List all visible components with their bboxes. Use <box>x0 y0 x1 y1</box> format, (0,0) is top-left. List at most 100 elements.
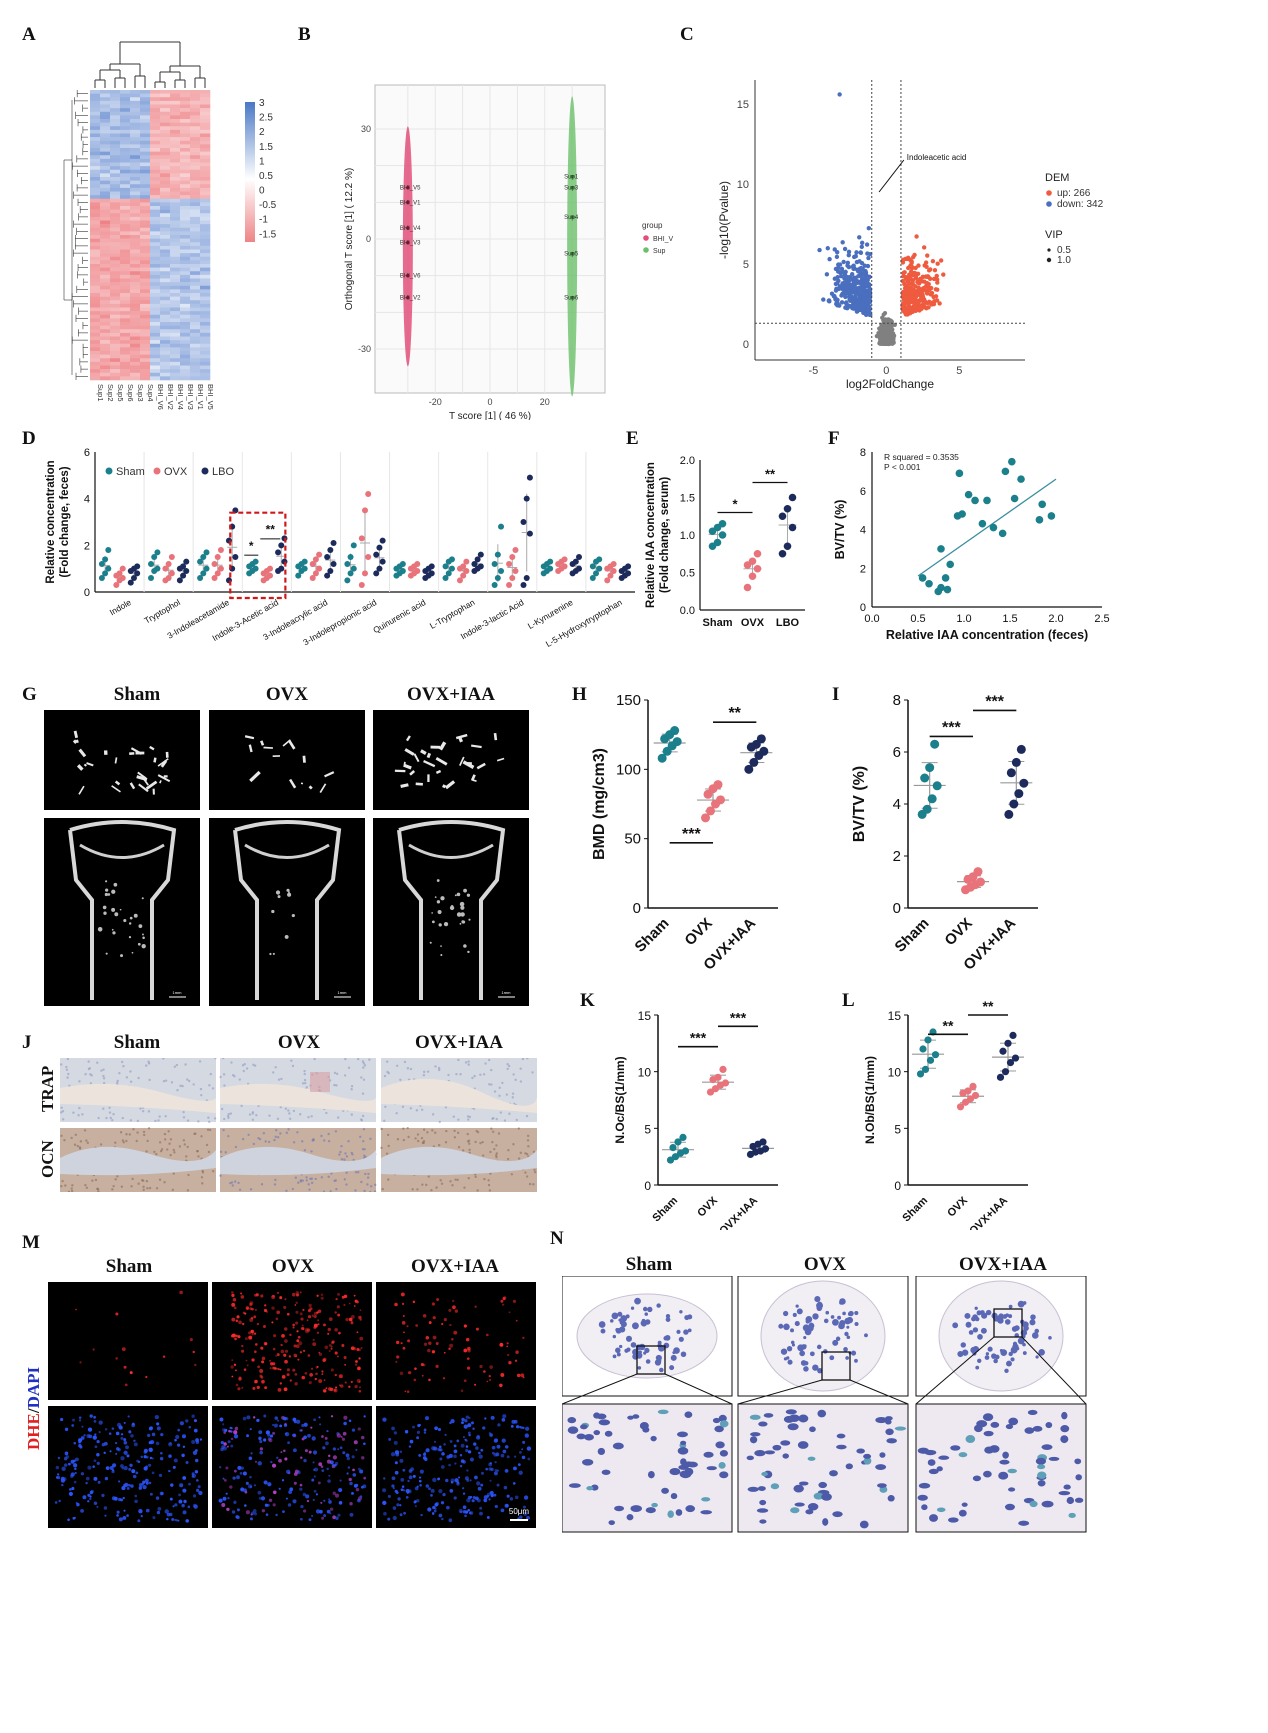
heatmap-cell <box>130 151 141 156</box>
heatmap-cell <box>100 216 111 221</box>
cell-nucleus <box>171 1188 175 1192</box>
dapi-nucleus <box>296 1470 301 1475</box>
cell-nucleus <box>65 1068 69 1071</box>
cell-nucleus <box>303 1069 306 1073</box>
dapi-nucleus <box>222 1496 227 1501</box>
heatmap-cell <box>200 126 211 131</box>
data-point <box>211 575 218 581</box>
heatmap-cell <box>90 325 101 330</box>
panel-label-d: D <box>22 428 36 449</box>
heatmap-cell <box>180 187 191 192</box>
dapi-nucleus <box>134 1494 138 1498</box>
trabecula <box>136 775 148 782</box>
heatmap-cell <box>100 354 111 359</box>
up-point <box>917 308 922 313</box>
heatmap-cell <box>160 162 171 167</box>
dhe-signal <box>358 1357 361 1360</box>
dhe-signal <box>474 1305 477 1308</box>
data-point <box>448 556 455 563</box>
heatmap-cell <box>150 151 161 156</box>
dapi-nucleus <box>337 1513 341 1517</box>
heatmap-cell <box>140 195 151 200</box>
heatmap-cell <box>150 253 161 258</box>
heatmap-cell <box>110 216 121 221</box>
trabecula-fragment <box>291 913 295 918</box>
dhe-signal <box>431 1302 436 1306</box>
heatmap-cell <box>150 155 161 160</box>
cell-nucleus <box>214 1058 217 1060</box>
cell-nucleus <box>142 1185 145 1189</box>
column-label: BHI_V6 <box>156 384 165 410</box>
down-point <box>833 281 839 287</box>
heatmap-cell <box>150 119 161 123</box>
data-point <box>463 568 470 574</box>
dapi-nucleus <box>323 1514 327 1518</box>
heatmap-cell <box>170 282 181 287</box>
heatmap-cell <box>170 285 181 290</box>
data-point <box>512 568 519 574</box>
down-point <box>836 278 841 284</box>
cell-nucleus <box>526 1058 529 1060</box>
dhe-signal <box>235 1319 239 1323</box>
data-point <box>918 574 927 582</box>
data-point <box>151 554 158 560</box>
heatmap-cell <box>110 289 121 294</box>
cell-nucleus <box>431 1129 434 1132</box>
dapi-nucleus <box>222 1477 225 1480</box>
cell-nucleus <box>373 1183 377 1187</box>
heatmap-cell <box>140 274 151 279</box>
dhe-signal <box>280 1349 285 1354</box>
heatmap-cell <box>110 242 121 247</box>
dapi-nucleus <box>196 1488 200 1492</box>
heatmap-cell <box>110 285 121 290</box>
cell-nucleus <box>63 1139 66 1142</box>
cell-nucleus <box>297 1181 300 1184</box>
up-point <box>900 303 905 309</box>
cell-nucleus <box>166 1148 169 1151</box>
dapi-nucleus <box>489 1433 493 1437</box>
heatmap-cell <box>100 235 111 239</box>
heatmap-cell <box>140 216 151 221</box>
data-point <box>761 1145 770 1153</box>
legend-label: BHI_V <box>653 236 674 243</box>
data-point <box>373 551 380 558</box>
heatmap-cell <box>160 206 171 210</box>
cell-nucleus <box>120 1185 124 1188</box>
data-point <box>494 575 501 581</box>
heatmap-cell <box>180 133 191 138</box>
dapi-nucleus <box>233 1434 239 1439</box>
heatmap-cell <box>180 115 191 120</box>
cell-nucleus <box>70 1136 73 1140</box>
dapi-nucleus <box>264 1503 269 1507</box>
dhe-signal <box>500 1299 504 1303</box>
dhe-signal <box>448 1347 451 1350</box>
heatmap-cell <box>190 282 201 287</box>
heatmap-cell <box>140 318 151 323</box>
x-tick: -20 <box>429 397 442 407</box>
dapi-nucleus <box>78 1416 82 1419</box>
cell-nucleus <box>268 1114 271 1117</box>
heatmap-cell <box>170 253 181 258</box>
dapi-nucleus <box>111 1496 116 1501</box>
down-point <box>860 286 866 291</box>
data-point <box>1009 1031 1017 1039</box>
point-label: BHI_V3 <box>400 241 421 247</box>
heatmap-cell <box>180 303 191 308</box>
legend-colorbar <box>245 102 255 242</box>
up-point <box>912 306 917 311</box>
cell-nucleus <box>362 1062 366 1065</box>
heatmap-cell <box>170 195 181 200</box>
dhe-signal <box>512 1299 517 1303</box>
heatmap-cell <box>190 318 201 323</box>
dhe-signal <box>250 1317 254 1320</box>
data-point <box>165 561 172 567</box>
dapi-nucleus <box>355 1487 360 1492</box>
heatmap-cell <box>120 264 131 268</box>
significance-label: ** <box>765 467 776 482</box>
dapi-nucleus <box>178 1493 181 1497</box>
dapi-nucleus <box>220 1441 224 1445</box>
dapi-nucleus <box>151 1432 156 1437</box>
heatmap-cell <box>90 365 101 370</box>
dapi-nucleus <box>226 1507 230 1512</box>
heatmap-cell <box>160 126 171 131</box>
